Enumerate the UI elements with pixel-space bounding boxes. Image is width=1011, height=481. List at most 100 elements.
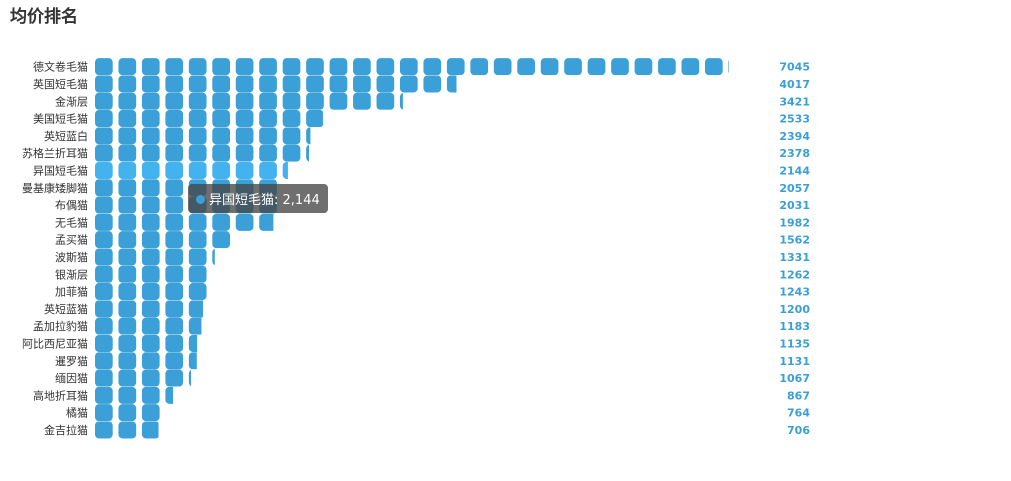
bar-block bbox=[188, 213, 207, 231]
bar-row[interactable]: 阿比西尼亚猫 1135 bbox=[22, 334, 810, 352]
bar-block bbox=[704, 58, 723, 76]
bar-block bbox=[165, 58, 184, 76]
bar[interactable] bbox=[95, 127, 324, 145]
bar-block bbox=[564, 58, 582, 76]
bar-block bbox=[259, 213, 274, 231]
bar-block bbox=[188, 92, 207, 110]
bar-block bbox=[118, 404, 137, 422]
value-label: 2144 bbox=[779, 164, 810, 177]
category-label: 高地折耳猫 bbox=[33, 388, 88, 402]
bar[interactable] bbox=[95, 317, 207, 335]
bar-block bbox=[212, 110, 230, 128]
bar[interactable] bbox=[95, 265, 207, 283]
bar-block bbox=[306, 110, 323, 128]
bar[interactable] bbox=[95, 231, 230, 249]
bar[interactable] bbox=[95, 386, 183, 404]
bar-block bbox=[95, 334, 113, 352]
value-label: 3421 bbox=[779, 95, 810, 108]
value-label: 2394 bbox=[779, 130, 810, 143]
category-label: 孟加拉豹猫 bbox=[33, 319, 88, 333]
category-label: 孟买猫 bbox=[55, 234, 88, 247]
bar-block bbox=[95, 386, 113, 404]
bar-block bbox=[141, 110, 160, 128]
bar[interactable] bbox=[95, 352, 207, 370]
bar[interactable] bbox=[95, 421, 160, 439]
bar-row[interactable]: 金吉拉猫 706 bbox=[44, 421, 811, 439]
bar-block bbox=[165, 161, 184, 179]
bar-block bbox=[235, 213, 254, 231]
bar-row[interactable]: 曼基康矮脚猫 2057 bbox=[22, 179, 810, 197]
bar[interactable] bbox=[95, 110, 324, 128]
category-label: 无毛猫 bbox=[55, 216, 88, 229]
bar-block bbox=[353, 75, 371, 93]
bar-row[interactable]: 波斯猫 1331 bbox=[55, 248, 810, 266]
value-label: 2057 bbox=[779, 182, 810, 195]
bar[interactable] bbox=[95, 334, 207, 352]
bar-row[interactable]: 孟买猫 1562 bbox=[55, 231, 810, 249]
bar-block bbox=[353, 92, 371, 110]
category-label: 阿比西尼亚猫 bbox=[22, 337, 88, 350]
bar[interactable] bbox=[95, 283, 207, 301]
bar-block bbox=[165, 283, 184, 301]
bar-block bbox=[188, 265, 207, 283]
bar-block bbox=[259, 58, 277, 76]
category-label: 德文卷毛猫 bbox=[33, 60, 88, 74]
bar-row[interactable]: 德文卷毛猫 7045 bbox=[33, 58, 810, 76]
bar-row[interactable]: 苏格兰折耳猫 2378 bbox=[22, 144, 810, 162]
bar-block bbox=[165, 265, 184, 283]
bar-row[interactable]: 金渐层 3421 bbox=[55, 92, 810, 110]
bar-block bbox=[681, 58, 700, 76]
bar-row[interactable]: 英短蓝猫 1200 bbox=[44, 300, 811, 318]
bar-block bbox=[95, 127, 113, 145]
bar[interactable] bbox=[95, 92, 418, 110]
bar-row[interactable]: 布偶猫 2031 bbox=[55, 196, 810, 214]
bar-block bbox=[141, 265, 160, 283]
bar[interactable] bbox=[95, 75, 465, 93]
bar-block bbox=[141, 75, 160, 93]
value-label: 2031 bbox=[779, 199, 810, 212]
bar-row[interactable]: 美国短毛猫 2533 bbox=[33, 110, 810, 128]
bar-block bbox=[141, 179, 160, 197]
bar-block bbox=[95, 144, 113, 162]
bar-row[interactable]: 缅因猫 1067 bbox=[55, 369, 810, 387]
bar-row[interactable]: 橘猫 764 bbox=[66, 404, 811, 422]
bar-row[interactable]: 暹罗猫 1131 bbox=[55, 352, 810, 370]
bar[interactable] bbox=[95, 144, 324, 162]
bar-block bbox=[728, 60, 729, 74]
bar[interactable] bbox=[95, 369, 207, 387]
tooltip-series-label: 异国短毛猫 bbox=[209, 193, 275, 208]
bar-block bbox=[282, 144, 301, 162]
bar[interactable] bbox=[95, 404, 160, 422]
bar-block bbox=[141, 352, 160, 370]
bar-block bbox=[118, 283, 137, 301]
bar-row[interactable]: 异国短毛猫 2144 bbox=[33, 161, 811, 179]
bar-row[interactable]: 加菲猫 1243 bbox=[55, 283, 810, 301]
bar-block bbox=[212, 58, 230, 76]
bar-row[interactable]: 高地折耳猫 867 bbox=[33, 386, 810, 404]
bar-row[interactable]: 无毛猫 1982 bbox=[55, 213, 810, 231]
value-label: 4017 bbox=[779, 78, 810, 91]
bar-block bbox=[141, 283, 160, 301]
bar-block bbox=[353, 58, 371, 76]
bar-block bbox=[259, 144, 277, 162]
bar-block bbox=[188, 334, 198, 352]
bar-block bbox=[188, 127, 207, 145]
category-label: 金吉拉猫 bbox=[44, 423, 88, 437]
bar-block bbox=[188, 352, 197, 370]
bar-block bbox=[658, 58, 676, 76]
bar[interactable] bbox=[95, 300, 207, 318]
bar-row[interactable]: 英短蓝白 2394 bbox=[44, 127, 811, 145]
value-label: 1183 bbox=[779, 320, 810, 333]
bar-row[interactable]: 英国短毛猫 4017 bbox=[33, 75, 810, 93]
bar-block bbox=[235, 92, 254, 110]
bar[interactable] bbox=[95, 161, 300, 179]
bar[interactable] bbox=[95, 213, 277, 231]
bar-row[interactable]: 孟加拉豹猫 1183 bbox=[33, 317, 810, 335]
bar[interactable] bbox=[95, 58, 746, 76]
bar[interactable] bbox=[95, 248, 230, 266]
bar-row[interactable]: 银渐层 1262 bbox=[55, 265, 810, 283]
bar-block bbox=[165, 334, 184, 352]
bar-block bbox=[235, 75, 254, 93]
bar-block bbox=[540, 58, 559, 76]
bar-block bbox=[165, 248, 184, 266]
